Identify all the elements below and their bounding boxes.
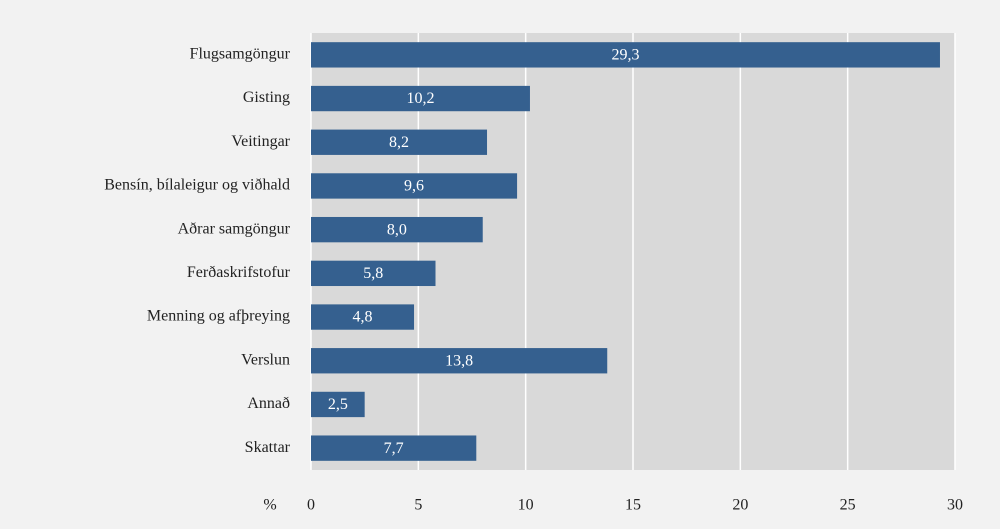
data-label: 9,6 [404,178,424,195]
bar [311,304,415,330]
y-tick-label: Annað [247,395,290,412]
data-label: 10,2 [406,90,434,107]
bar [311,348,608,374]
x-tick-label: 15 [625,497,641,514]
bar [311,391,365,418]
y-tick-label: Bensín, bílaleigur og viðhald [104,177,290,194]
data-label: 5,8 [363,265,383,282]
data-label: 4,8 [353,309,373,326]
y-tick-label: Aðrar samgöngur [178,220,291,237]
x-tick-label: 25 [840,497,856,514]
data-label: 8,2 [389,134,409,151]
bar [311,42,940,68]
x-tick-label: 5 [414,497,422,514]
y-tick-label: Gisting [243,89,290,106]
x-tick-label: 10 [518,497,534,514]
x-tick-label: 20 [732,497,748,514]
bar [311,129,488,155]
y-tick-label: Ferðaskrifstofur [187,264,291,281]
data-label: 8,0 [387,221,407,238]
bar [311,85,530,112]
bar [311,260,436,287]
bar [311,435,477,461]
data-label: 7,7 [384,440,404,457]
data-label: 29,3 [611,47,639,64]
y-tick-label: Menning og afþreying [147,308,290,325]
x-axis-label: % [263,497,276,514]
data-label: 2,5 [328,396,348,413]
y-tick-label: Flugsamgöngur [190,46,291,63]
data-label: 13,8 [445,352,473,369]
x-tick-label: 0 [307,497,315,514]
bar [311,216,483,243]
y-tick-label: Skattar [245,439,291,456]
y-tick-label: Verslun [241,351,290,368]
y-tick-label: Veitingar [231,133,290,150]
bar [311,173,518,199]
x-tick-label: 30 [947,497,963,514]
